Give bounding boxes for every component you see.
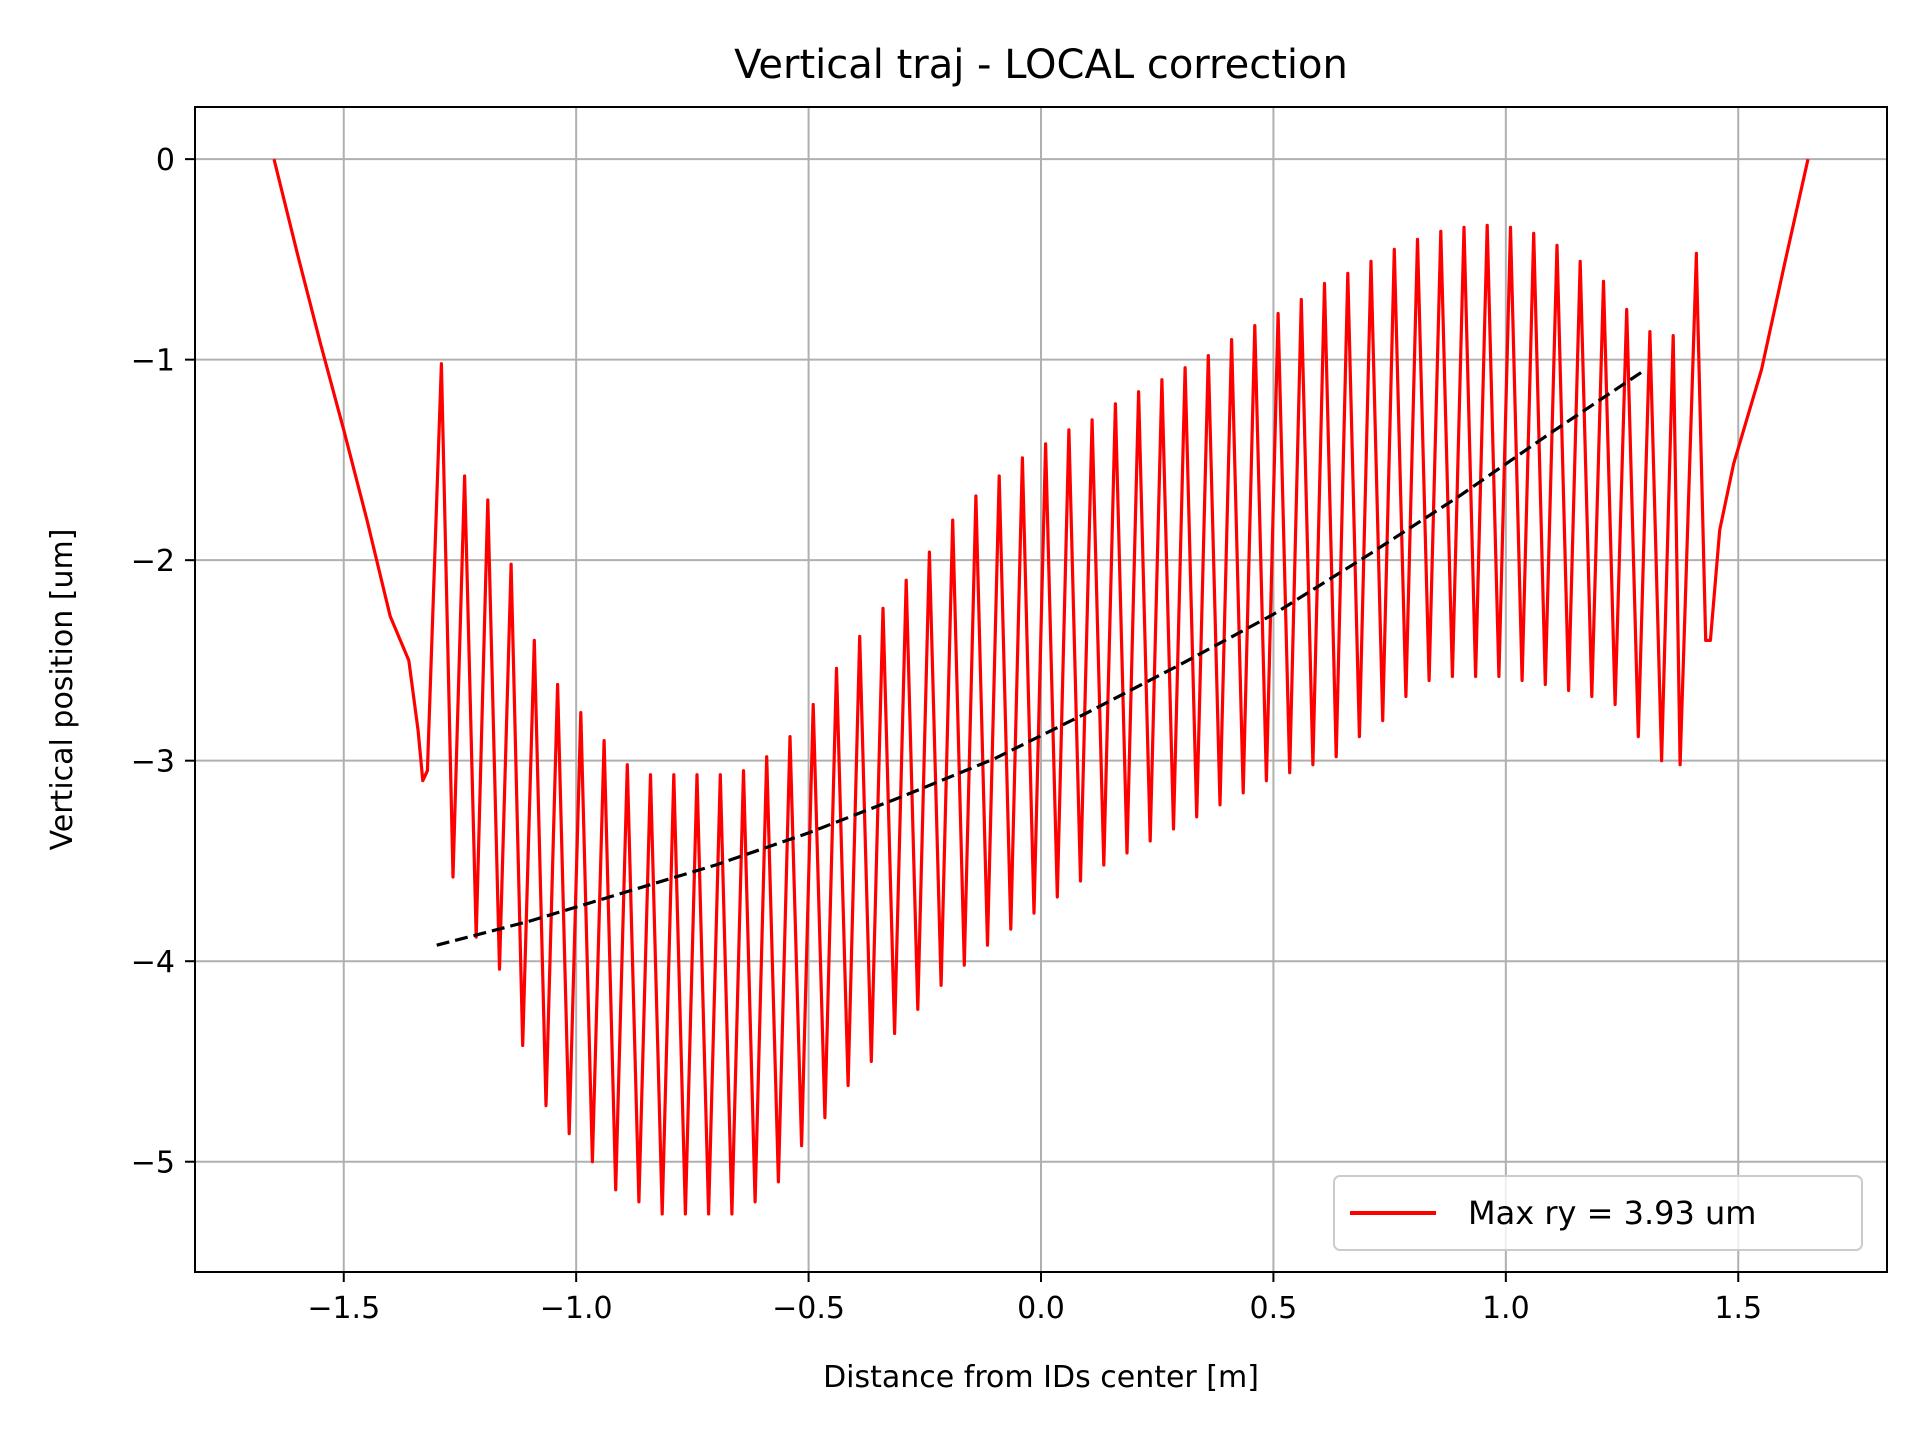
x-tick-label: −1.5 <box>307 1291 380 1326</box>
series-line-fit <box>436 368 1647 947</box>
y-tick-label: −3 <box>131 745 175 780</box>
grid <box>195 107 1887 1272</box>
x-tick-label: 1.5 <box>1714 1291 1762 1326</box>
y-tick-label: −4 <box>131 945 175 980</box>
chart-title: Vertical traj - LOCAL correction <box>734 42 1348 88</box>
y-axis-title: Vertical position [um] <box>45 529 80 851</box>
x-axis-title: Distance from IDs center [m] <box>823 1360 1259 1395</box>
series-layer <box>272 158 1810 1216</box>
legend: Max ry = 3.93 um <box>1333 1175 1863 1251</box>
y-tick-label: 0 <box>156 143 175 178</box>
x-tick-label: −1.0 <box>540 1291 613 1326</box>
y-tick-label: −5 <box>131 1146 175 1181</box>
axis-ticks: −1.5 −1.0 −0.5 0.0 0.5 1.0 1.5 0 −1 −2 −3 −4 −5 <box>131 143 1762 1326</box>
x-tick-label: 0.0 <box>1017 1291 1065 1326</box>
legend-box <box>1333 1175 1863 1251</box>
y-tick-label: −1 <box>131 344 175 379</box>
x-tick-label: 1.0 <box>1482 1291 1530 1326</box>
x-tick-label: −0.5 <box>772 1291 845 1326</box>
legend-label: Max ry = 3.93 um <box>1468 1194 1756 1232</box>
series-line-max-ry <box>272 158 1810 1216</box>
y-tick-label: −2 <box>131 544 175 579</box>
x-tick-label: 0.5 <box>1250 1291 1298 1326</box>
